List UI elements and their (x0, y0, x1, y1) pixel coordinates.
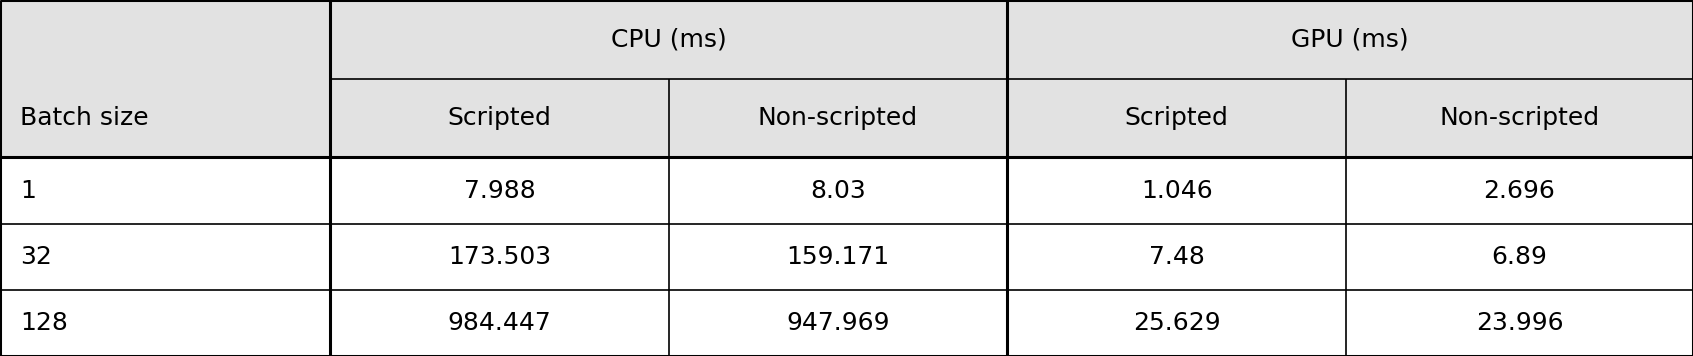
Bar (0, 0, 330, 157)
Bar (1007, 224, 1346, 290)
Text: Non-scripted: Non-scripted (1439, 106, 1600, 130)
Bar (1346, 157, 1693, 224)
Text: 947.969: 947.969 (786, 311, 891, 335)
Text: Batch size: Batch size (20, 106, 149, 130)
Text: Non-scripted: Non-scripted (758, 106, 918, 130)
Text: Scripted: Scripted (1124, 106, 1229, 130)
Text: Scripted: Scripted (447, 106, 552, 130)
Bar (1007, 157, 1346, 224)
Bar (0, 290, 330, 356)
Text: 8.03: 8.03 (811, 178, 865, 203)
Bar (0, 224, 330, 290)
Bar (1346, 290, 1693, 356)
Bar (0, 157, 330, 224)
Text: 159.171: 159.171 (787, 245, 889, 269)
Bar (669, 0, 1007, 157)
Bar (330, 157, 669, 224)
Text: 7.988: 7.988 (464, 178, 535, 203)
Text: GPU (ms): GPU (ms) (1292, 27, 1409, 51)
Bar (669, 224, 1007, 290)
Text: CPU (ms): CPU (ms) (611, 27, 726, 51)
Bar (1007, 0, 1346, 157)
Text: 1: 1 (20, 178, 36, 203)
Bar (1007, 290, 1346, 356)
Text: 23.996: 23.996 (1476, 311, 1563, 335)
Text: 2.696: 2.696 (1483, 178, 1556, 203)
Text: 7.48: 7.48 (1148, 245, 1205, 269)
Bar (1346, 224, 1693, 290)
Bar (330, 290, 669, 356)
Bar (669, 157, 1007, 224)
Text: 6.89: 6.89 (1492, 245, 1547, 269)
Text: 984.447: 984.447 (447, 311, 552, 335)
Bar (330, 224, 669, 290)
Text: 128: 128 (20, 311, 68, 335)
Bar (669, 290, 1007, 356)
Bar (330, 0, 669, 157)
Bar (1346, 0, 1693, 157)
Text: 1.046: 1.046 (1141, 178, 1212, 203)
Text: 173.503: 173.503 (449, 245, 550, 269)
Text: 32: 32 (20, 245, 52, 269)
Text: 25.629: 25.629 (1133, 311, 1221, 335)
